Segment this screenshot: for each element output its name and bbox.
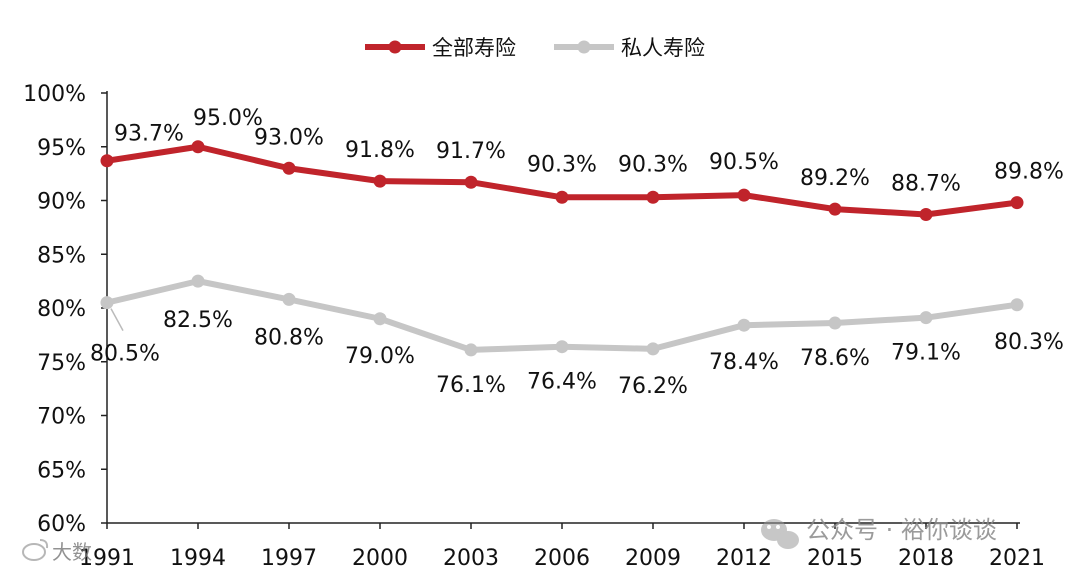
legend: 全部寿险 私人寿险 [365,36,705,60]
data-point-all-life [464,175,478,189]
y-tick-label: 85% [37,243,86,268]
data-label-all-life: 95.0% [193,106,263,131]
data-label-private-life: 80.8% [254,325,324,350]
legend-label-all-life: 全部寿险 [432,36,516,60]
data-point-private-life [555,340,569,354]
data-label-all-life: 90.3% [527,152,597,177]
x-axis-ticks: 1991 1994 1997 2000 2003 2006 2009 2012 2015 2018… [79,523,1045,571]
series-layer [100,140,1024,357]
data-point-all-life [919,207,933,221]
data-label-private-life: 79.1% [891,341,961,366]
y-tick-label: 80% [37,297,86,322]
data-label-private-life: 79.0% [345,344,415,369]
y-tick-label: 70% [37,405,86,430]
data-label-all-life: 90.3% [618,152,688,177]
series-line-private-life [104,278,1020,353]
data-label-all-life: 90.5% [709,150,779,175]
data-labels: 93.7% 95.0%93.0% 91.8% 91.7% 90.3% 90.3% 90.5%… [90,106,1064,399]
data-label-private-life: 80.5% [90,342,160,367]
data-point-private-life [828,316,842,330]
data-point-all-life [100,154,114,168]
data-point-private-life [191,274,205,288]
data-label-private-life: 76.4% [527,370,597,395]
watermark-label: 公众号 · 裕你谈谈 [806,516,997,544]
data-label-private-life: 80.3% [994,330,1064,355]
data-label-all-life: 93.0% [254,125,324,150]
legend-item-all-life: 全部寿险 [365,36,516,60]
data-label-all-life: 91.8% [345,138,415,163]
data-label-all-life: 88.7% [891,171,961,196]
watermark: 公众号 · 裕你谈谈 [761,516,997,549]
data-label-private-life: 82.5% [163,308,233,333]
y-tick-label: 95% [37,136,86,161]
data-label-all-life: 89.2% [800,166,870,191]
data-point-private-life [282,292,296,306]
legend-marker-all-life [388,40,402,54]
data-label-private-life: 78.4% [709,350,779,375]
data-point-all-life [828,202,842,216]
watermark-left: 大数 [22,539,92,564]
x-tick-label: 1994 [170,546,226,571]
data-label-all-life: 89.8% [994,160,1064,185]
y-tick-label: 90% [37,190,86,215]
x-tick-label: 2015 [807,546,863,571]
y-axis-ticks: 60% 65% 70% 75% 80% 85% 90% 95% 100% [23,82,107,537]
x-tick-label: 2021 [989,546,1045,571]
x-tick-label: 2003 [443,546,499,571]
data-point-private-life [100,296,114,310]
data-label-private-life: 78.6% [800,346,870,371]
weibo-icon [22,539,49,561]
data-point-all-life [282,161,296,175]
data-point-private-life [464,343,478,357]
data-point-all-life [555,190,569,204]
y-tick-label: 75% [37,351,86,376]
data-point-all-life [737,188,751,202]
data-label-private-life: 76.2% [618,374,688,399]
x-tick-label: 1997 [261,546,317,571]
data-label-all-life: 91.7% [436,139,506,164]
x-tick-label: 1991 [79,546,135,571]
data-point-all-life [1010,196,1024,210]
data-point-all-life [646,190,660,204]
y-tick-label: 65% [37,458,86,483]
data-point-private-life [737,318,751,332]
data-point-private-life [646,342,660,356]
x-tick-label: 2018 [898,546,954,571]
data-point-all-life [191,140,205,154]
x-tick-label: 2000 [352,546,408,571]
data-label-all-life: 93.7% [114,122,184,147]
data-label-private-life: 76.1% [436,373,506,398]
data-point-all-life [373,174,387,188]
x-tick-label: 2012 [716,546,772,571]
data-point-private-life [919,311,933,325]
legend-label-private-life: 私人寿险 [621,36,705,60]
data-point-private-life [1010,298,1024,312]
x-tick-label: 2009 [625,546,681,571]
y-tick-label: 100% [23,82,86,107]
leader-line [110,308,124,331]
legend-item-private-life: 私人寿险 [554,36,705,60]
watermark-left-label: 大数 [52,540,92,564]
y-tick-label: 60% [37,512,86,537]
data-point-private-life [373,312,387,326]
wechat-icon [761,519,799,549]
legend-marker-private-life [577,40,591,54]
x-tick-label: 2006 [534,546,590,571]
